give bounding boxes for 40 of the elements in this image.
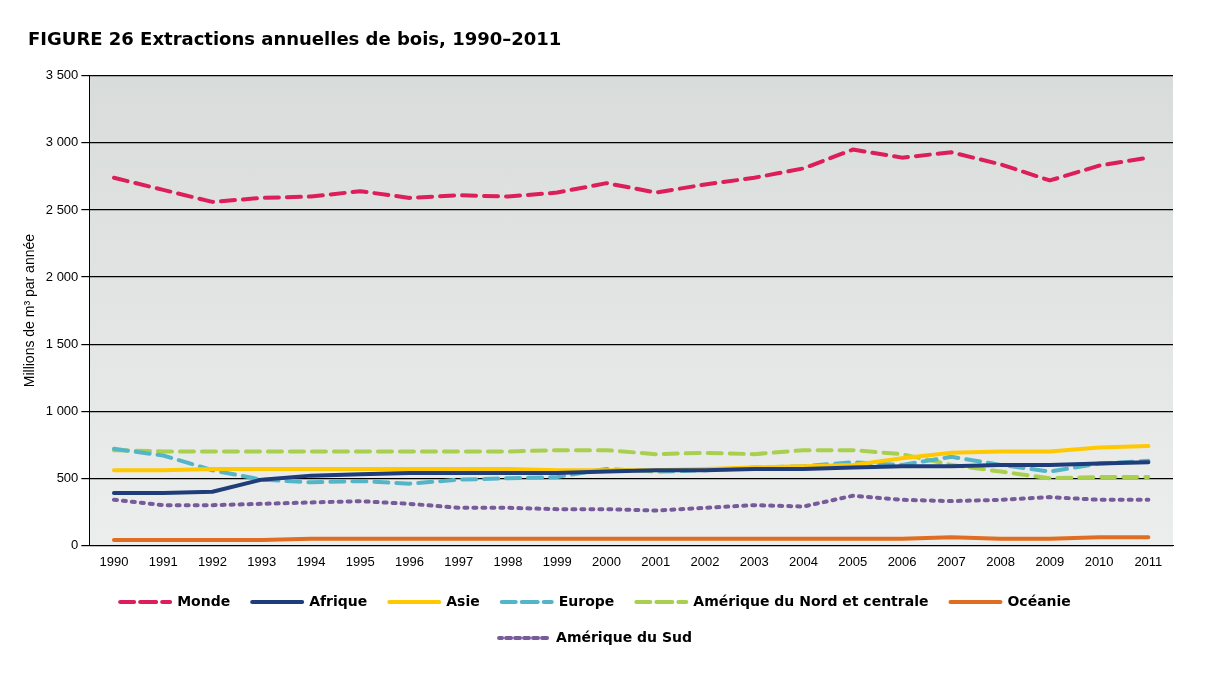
x-tick-label: 2008 [986,553,1016,569]
x-tick-label: 2009 [1035,553,1065,569]
legend-label: Amérique du Sud [556,628,692,645]
x-tick-label: 1990 [99,553,129,569]
y-tick-label: 0 [71,536,79,552]
x-tick-label: 1994 [296,553,326,569]
legend-label: Europe [558,592,615,609]
x-tick-label: 2011 [1134,553,1163,569]
x-tick-label: 1991 [148,553,178,569]
y-tick-label: 2 000 [45,268,79,284]
legend-label: Amérique du Nord et centrale [693,592,929,609]
x-tick-label: 1997 [444,553,474,569]
x-tick-label: 1995 [345,553,375,569]
x-tick-label: 2006 [887,553,917,569]
legend-label: Afrique [309,592,368,609]
x-tick-label: 1998 [493,553,523,569]
x-tick-label: 1996 [395,553,424,569]
x-tick-label: 2004 [789,553,819,569]
x-tick-label: 2007 [936,553,966,569]
x-tick-label: 1999 [542,553,572,569]
legend-label: Océanie [1007,592,1071,609]
legend-label: Monde [177,592,231,609]
x-tick-label: 2000 [592,553,621,569]
line-series [111,493,1151,513]
y-tick-label: 2 500 [45,201,79,217]
y-axis-title: Millions de m³ par année [21,233,38,388]
y-tick-label: 1 000 [45,402,79,418]
x-tick-label: 2005 [838,553,868,569]
x-tick-label: 1992 [198,553,227,569]
legend-label: Asie [446,592,480,609]
chart-title: FIGURE 26 Extractions annuelles de bois, 1990–2011 [27,27,563,51]
y-tick-label: 3 000 [45,134,79,150]
x-tick-label: 2001 [641,553,671,569]
x-tick-label: 2002 [690,553,720,569]
x-tick-label: 2003 [739,553,769,569]
x-tick-label: 1993 [247,553,277,569]
y-tick-label: 500 [56,469,79,485]
y-tick-label: 3 500 [45,67,79,83]
y-tick-label: 1 500 [45,335,79,351]
x-tick-label: 2010 [1084,553,1114,569]
